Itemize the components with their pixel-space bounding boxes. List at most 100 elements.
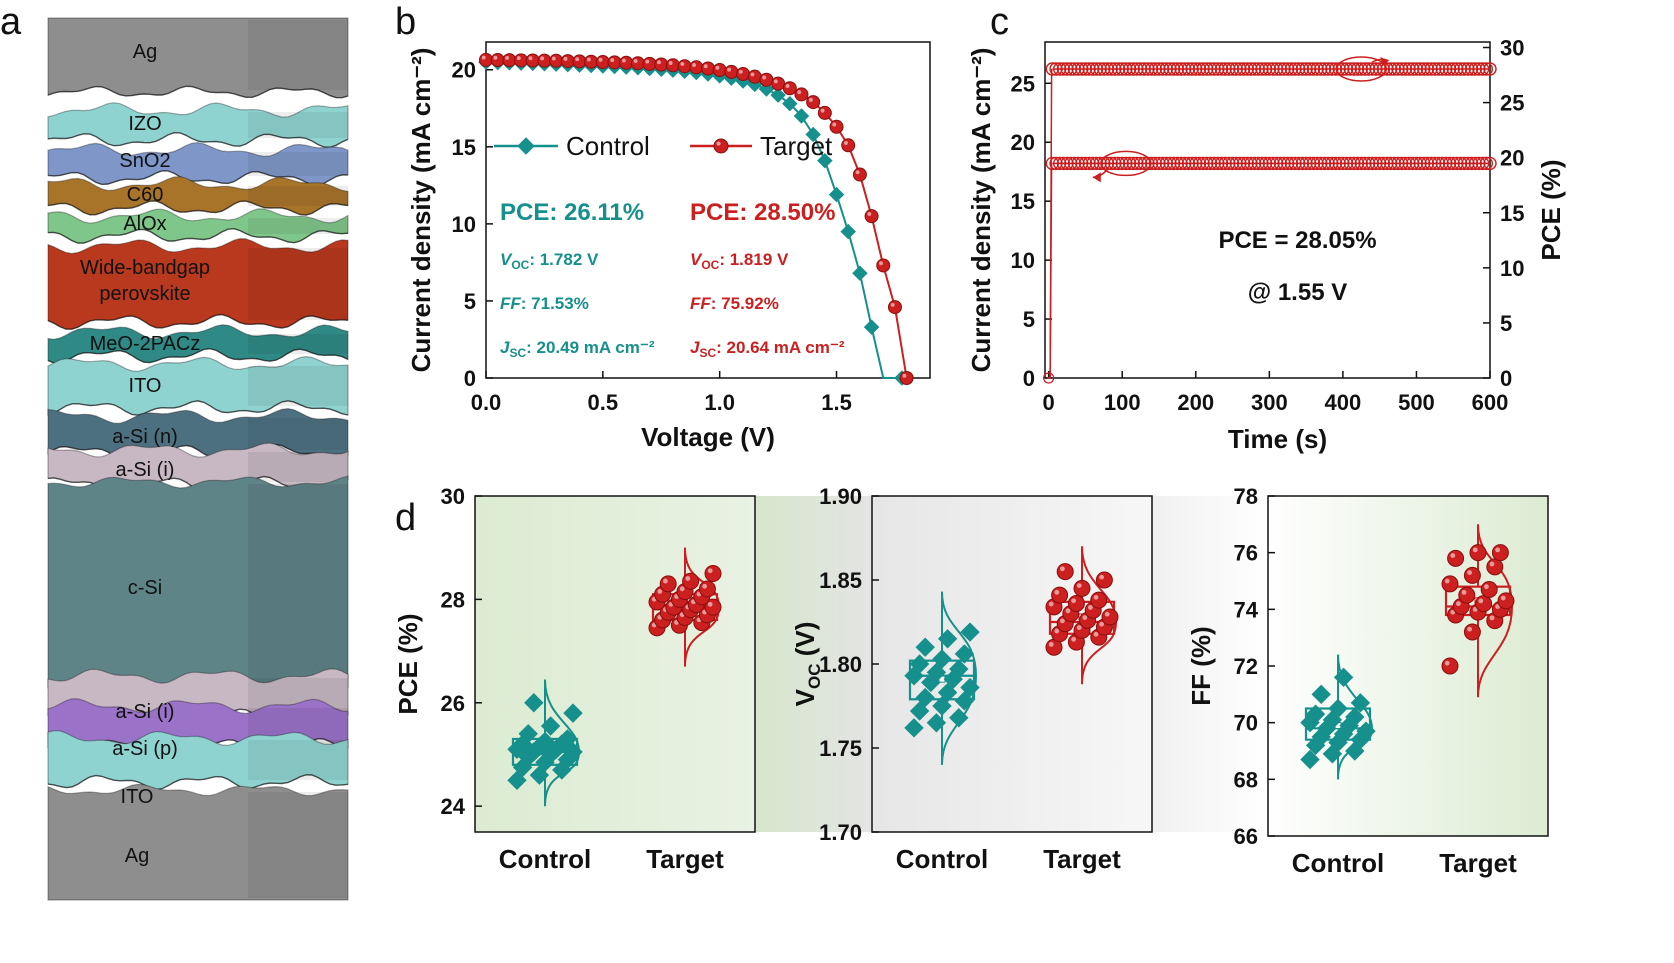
y2-tick-label: 25 <box>1500 91 1524 116</box>
data-point-pce <box>1251 62 1266 76</box>
data-point-pce <box>1255 62 1269 76</box>
data-point-pce <box>1361 62 1376 76</box>
data-point-target-highlight <box>1500 595 1506 601</box>
stack-layer-edge <box>47 347 349 364</box>
data-point-current <box>1428 156 1442 171</box>
data-point-target <box>736 67 751 82</box>
data-point-control <box>937 682 958 703</box>
axis-indicator-pce <box>1335 56 1388 82</box>
y-axis-label: FF (%) <box>1186 626 1216 705</box>
data-point-pce <box>1380 62 1394 76</box>
data-point-target <box>607 55 622 70</box>
data-point-pce <box>1395 62 1409 76</box>
y-tick-label: 26 <box>441 691 465 716</box>
data-point-pce <box>1203 62 1218 76</box>
data-point-current <box>1354 156 1368 171</box>
stack-layer-label: Ag <box>125 845 149 867</box>
stack-layer-label: a-Si (i) <box>116 701 175 723</box>
stack-layer-edge <box>47 227 349 244</box>
data-point-target-highlight <box>843 141 848 145</box>
data-point-control <box>557 729 578 749</box>
data-point-target-highlight <box>657 60 661 65</box>
y-tick-label: 0 <box>464 366 476 391</box>
data-point-target <box>782 81 797 96</box>
data-point-pce <box>1086 62 1100 76</box>
data-point-pce <box>1350 62 1365 76</box>
data-point-current <box>1244 156 1258 171</box>
data-point-current <box>1229 156 1243 171</box>
data-point-current <box>1086 156 1100 171</box>
data-point-target-highlight <box>645 59 650 64</box>
data-point-current <box>1380 156 1394 171</box>
data-point-target-highlight <box>727 67 732 72</box>
data-point-pce <box>1214 62 1229 76</box>
data-point-target-highlight <box>633 59 638 63</box>
data-point-current <box>1391 156 1405 171</box>
data-point-target <box>584 54 599 69</box>
y-axis-label: Current density (mA cm⁻²) <box>406 48 436 373</box>
data-point-current <box>1446 156 1460 171</box>
data-point-current <box>1233 156 1247 171</box>
stack-layer <box>47 783 349 901</box>
data-point-current <box>1288 156 1302 171</box>
stack-layer-edge <box>47 200 349 216</box>
data-point-current <box>1413 156 1427 171</box>
data-point-pce <box>1163 62 1177 76</box>
data-point-target-highlight <box>685 576 691 581</box>
data-point-control <box>540 716 561 736</box>
data-point-current <box>1251 156 1266 171</box>
data-point-pce <box>1078 62 1093 76</box>
data-point-current <box>1167 156 1181 171</box>
data-point-control <box>535 731 555 752</box>
data-point-target-highlight <box>1467 626 1472 632</box>
data-point-pce <box>1104 62 1118 76</box>
data-point-current <box>1115 156 1129 171</box>
data-point-pce <box>1167 62 1181 76</box>
data-point-control <box>915 637 935 657</box>
data-point-target-highlight <box>902 373 907 378</box>
stack-layer-edge <box>47 85 349 99</box>
data-point-control <box>1356 721 1376 741</box>
data-point-pce <box>1075 62 1089 76</box>
data-point-current <box>1258 156 1273 171</box>
stack-layer-shade <box>248 112 348 138</box>
stack-layer-label-line: Wide-bandgap <box>80 257 210 279</box>
y-axis-label-unit: (V) <box>790 622 820 664</box>
data-point-pce <box>1159 62 1174 76</box>
data-point-target <box>677 59 692 74</box>
y-tick-label: 15 <box>452 135 476 160</box>
y-tick-label: 10 <box>452 212 476 237</box>
data-point-pce <box>1295 62 1310 76</box>
data-point-current <box>1053 156 1067 171</box>
data-point-target-highlight <box>707 568 713 574</box>
data-point-target-highlight <box>715 65 720 70</box>
data-point-target <box>794 87 809 102</box>
annotation-jsc-target: JSC: 20.64 mA cm⁻² <box>690 338 845 360</box>
stack-layer-edge <box>47 774 349 791</box>
data-point-pce <box>1435 62 1449 76</box>
data-point-pce <box>1321 62 1335 76</box>
data-point-pce <box>1409 62 1424 76</box>
y-axis-label: VOC (V) <box>790 622 824 707</box>
data-point-current <box>1479 156 1494 171</box>
y2-tick-label: 5 <box>1500 311 1512 336</box>
data-point-current <box>1475 156 1490 171</box>
data-point-pce <box>1045 62 1060 76</box>
data-point-target <box>759 72 774 87</box>
y-axis-label-symbol: V <box>790 688 820 706</box>
data-point-pce <box>1442 62 1457 76</box>
data-point-target-highlight <box>855 170 860 175</box>
data-point-current <box>1104 156 1118 171</box>
legend-marker-target-highlight <box>716 141 721 146</box>
data-point-pce <box>1292 62 1306 76</box>
data-point-pce <box>1244 62 1258 76</box>
arrowhead-icon <box>1092 172 1101 183</box>
data-point-target-highlight <box>621 58 626 63</box>
data-point-current <box>1292 156 1306 171</box>
data-point-target-highlight <box>738 69 743 74</box>
data-point-current <box>1155 156 1170 171</box>
data-point-current <box>1321 156 1335 171</box>
data-point-target-highlight <box>1060 618 1065 624</box>
background-gap <box>755 496 872 832</box>
data-point-current <box>1133 156 1148 171</box>
